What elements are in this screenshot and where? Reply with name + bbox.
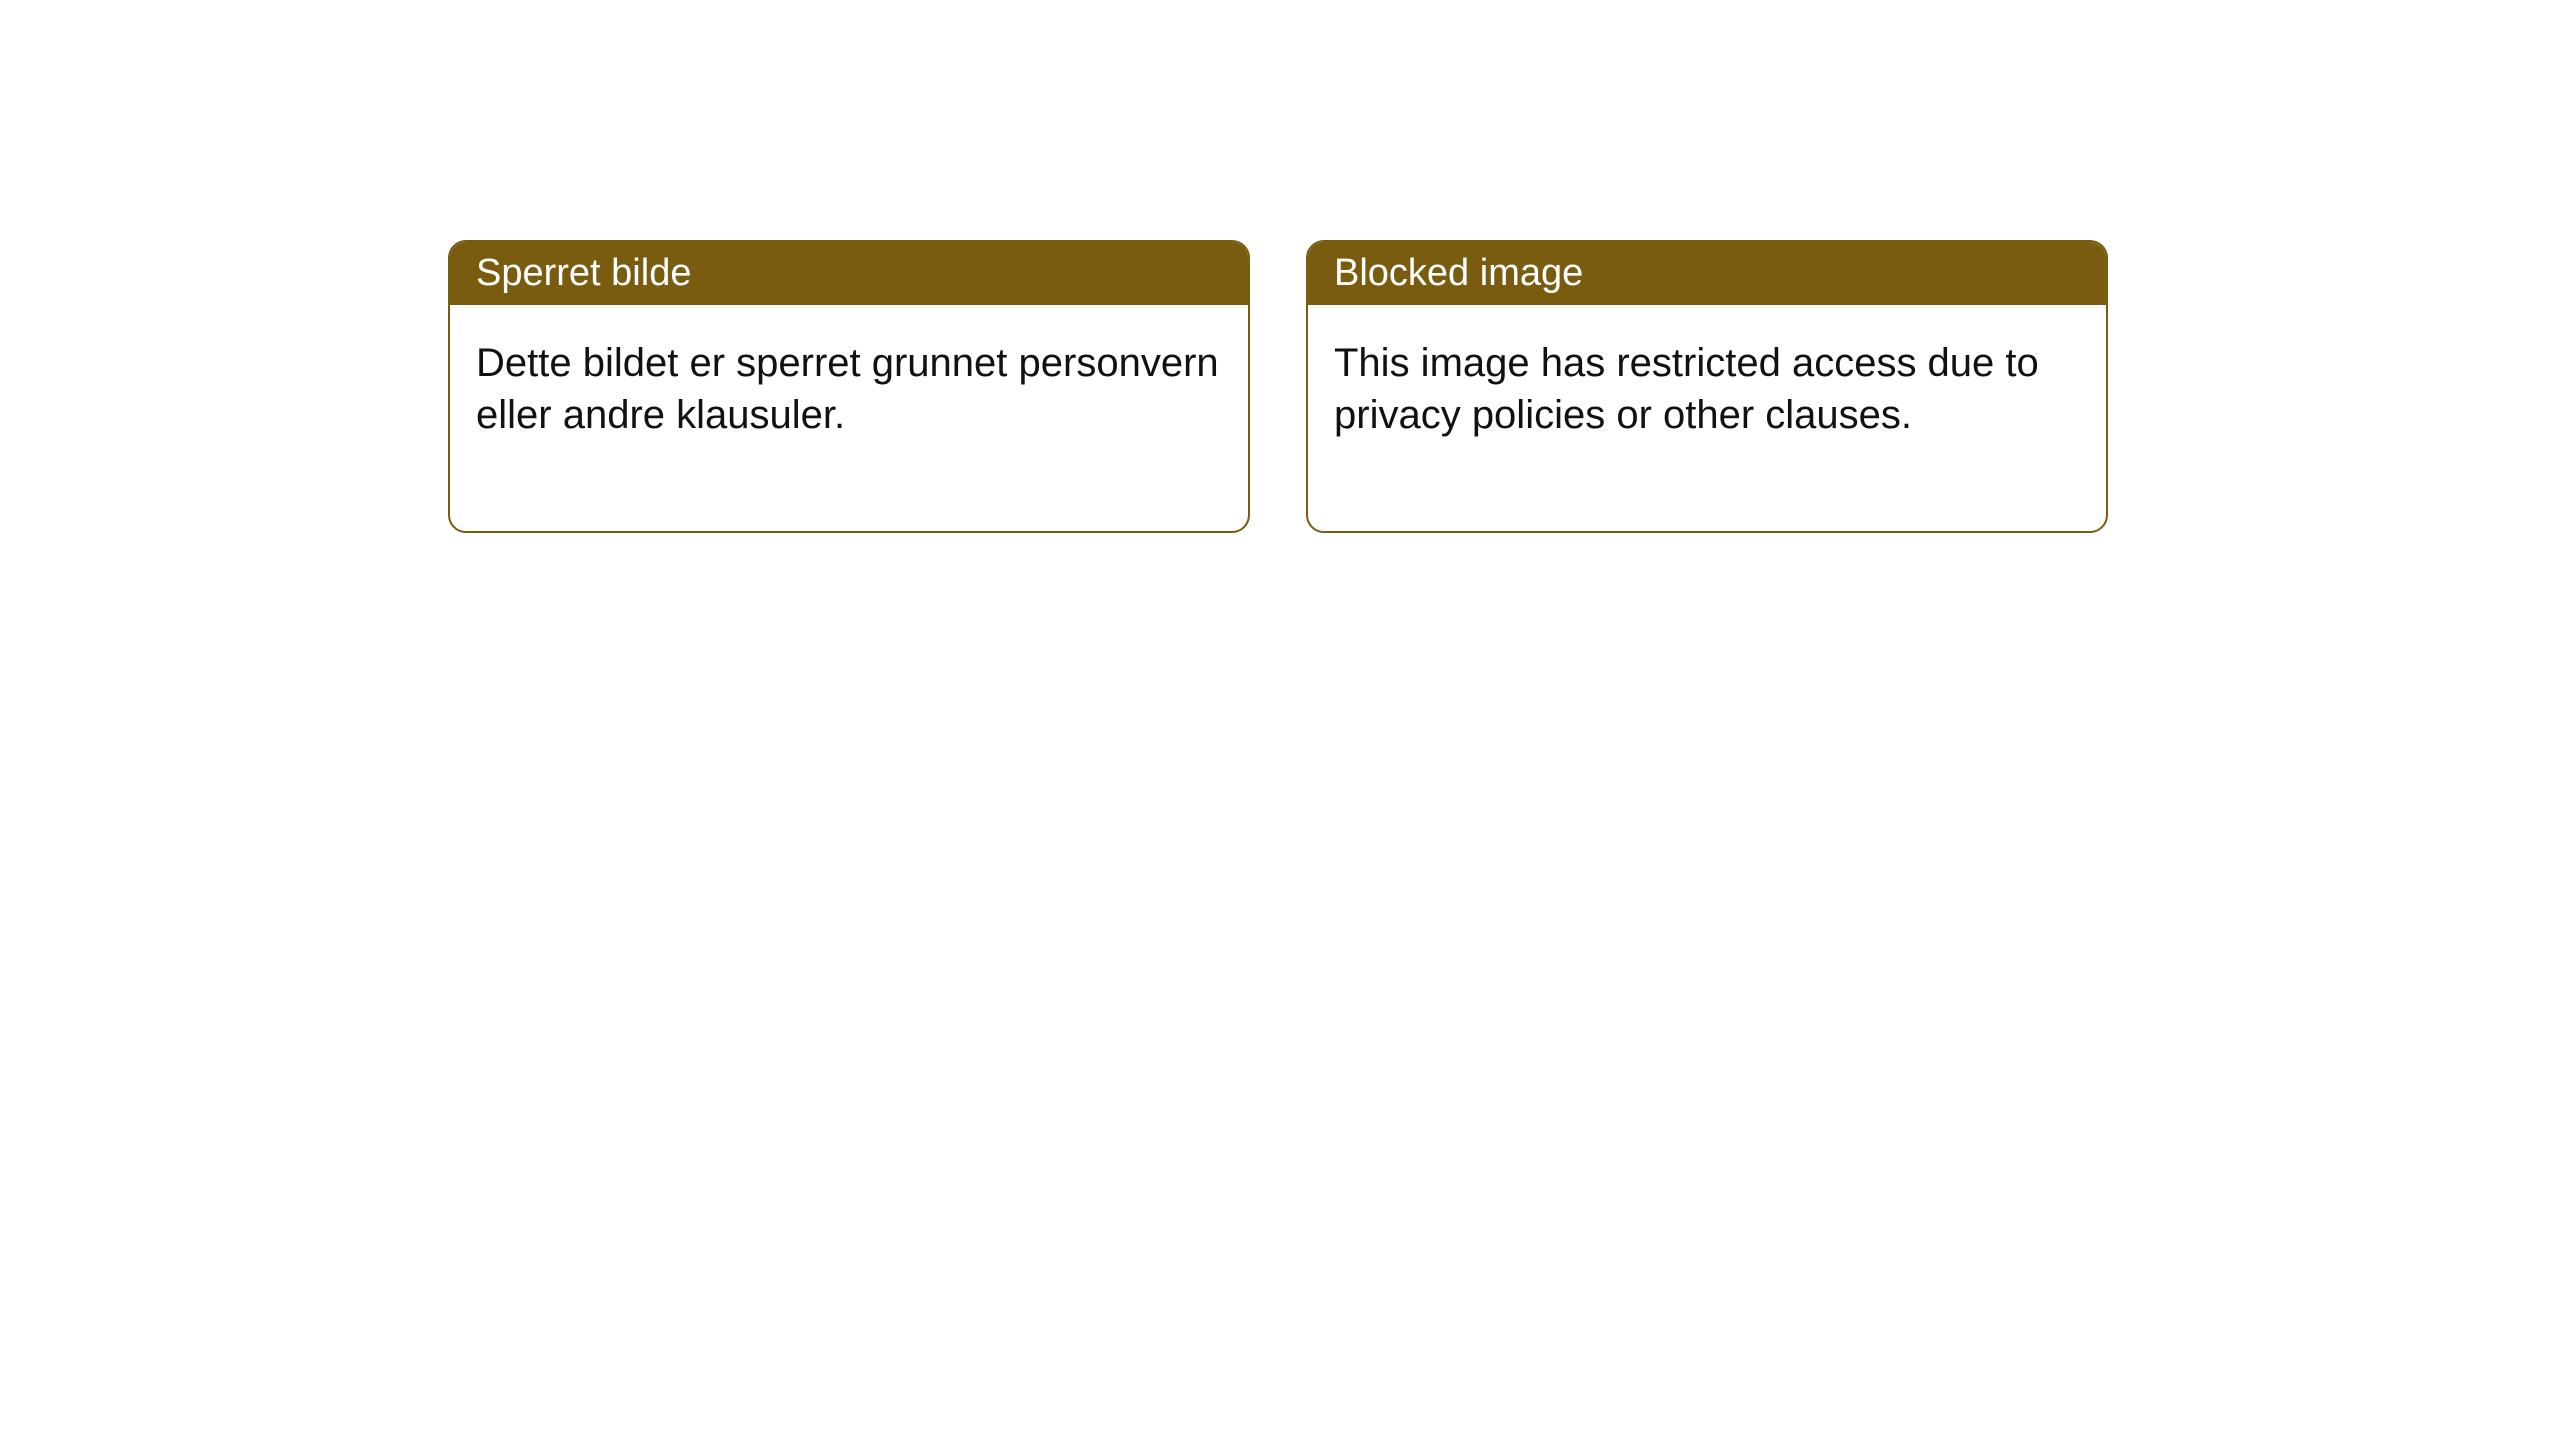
- notice-header-norwegian: Sperret bilde: [450, 242, 1248, 305]
- notice-body-english: This image has restricted access due to …: [1308, 305, 2106, 531]
- notice-card-norwegian: Sperret bilde Dette bildet er sperret gr…: [448, 240, 1250, 533]
- notice-body-norwegian: Dette bildet er sperret grunnet personve…: [450, 305, 1248, 531]
- notice-text-norwegian: Dette bildet er sperret grunnet personve…: [476, 341, 1219, 437]
- notice-header-english: Blocked image: [1308, 242, 2106, 305]
- notice-title-norwegian: Sperret bilde: [476, 252, 691, 294]
- notice-title-english: Blocked image: [1334, 252, 1583, 294]
- notice-card-english: Blocked image This image has restricted …: [1306, 240, 2108, 533]
- notice-text-english: This image has restricted access due to …: [1334, 341, 2039, 437]
- notice-container: Sperret bilde Dette bildet er sperret gr…: [448, 240, 2108, 533]
